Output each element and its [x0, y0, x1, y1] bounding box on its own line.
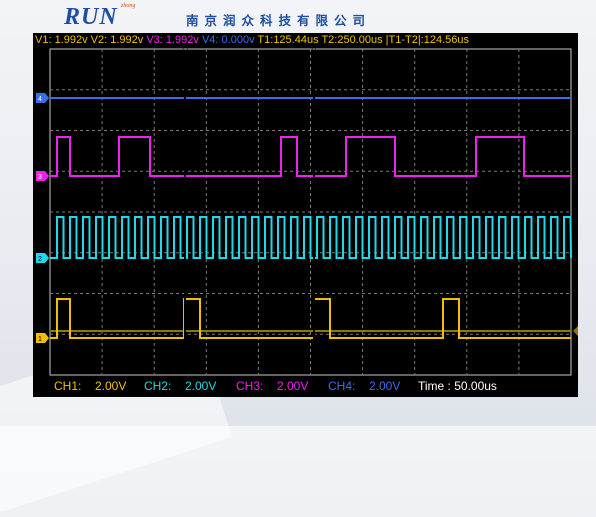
readout-t1: T1:125.44us: [257, 34, 319, 46]
header: RUN zhong 南京润众科技有限公司: [0, 0, 596, 32]
readout-dt: |T1-T2|:124.56us: [385, 34, 470, 46]
scale-footer: CH1: 2.00V CH2: 2.00V CH3: 2.00V CH4: 2.…: [33, 377, 578, 397]
readout-v2: V2: 1.992v: [90, 34, 144, 46]
measurement-readout: V1: 1.992v V2: 1.992v V3: 1.992v V4: 0.0…: [35, 34, 469, 46]
ch3-marker[interactable]: 3: [36, 171, 49, 181]
ch2-scale-label: CH2:: [144, 379, 172, 393]
ch2-marker[interactable]: 2: [36, 253, 49, 263]
svg-text:4: 4: [38, 96, 42, 103]
ch4-marker[interactable]: 4: [36, 93, 49, 103]
ch1-scale-value: 2.00V: [95, 379, 127, 393]
waveform-display: T1 T2 4 3 2 1: [36, 45, 578, 376]
ch3-scale-value: 2.00V: [277, 379, 309, 393]
timebase-readout: Time : 50.00us: [418, 379, 497, 393]
ch2-trace: [50, 216, 572, 259]
cursor-t2-label: T2: [310, 45, 318, 52]
cursor-t1-label: T1: [181, 45, 189, 52]
trigger-level-marker[interactable]: [573, 326, 578, 336]
oscilloscope-screen: T1 T2 4 3 2 1 V1: 1.992v V2: 1.992v V3: …: [33, 33, 578, 397]
svg-text:3: 3: [38, 174, 42, 181]
ch4-scale-label: CH4:: [328, 379, 356, 393]
ch3-trace: [50, 136, 571, 177]
ch3-scale-label: CH3:: [236, 379, 264, 393]
ch2-scale-value: 2.00V: [185, 379, 217, 393]
logo: RUN: [64, 4, 118, 30]
svg-text:2: 2: [38, 256, 42, 263]
readout-v1: V1: 1.992v: [35, 34, 88, 46]
ch4-scale-value: 2.00V: [369, 379, 401, 393]
ch1-scale-label: CH1:: [54, 379, 82, 393]
logo-subtext: zhong: [121, 3, 136, 9]
ch1-trace: [50, 298, 571, 339]
readout-v4: V4: 0.000v: [201, 34, 255, 46]
graticule-grid: [50, 49, 571, 375]
ch1-marker[interactable]: 1: [36, 333, 49, 343]
svg-text:1: 1: [38, 336, 42, 343]
cursor-t2-handle[interactable]: [311, 52, 317, 59]
company-name: 南京润众科技有限公司: [186, 14, 372, 28]
readout-v3: V3: 1.992v: [146, 34, 199, 46]
cursor-t1-handle[interactable]: [182, 52, 188, 59]
readout-t2: T2:250.00us: [321, 34, 383, 46]
